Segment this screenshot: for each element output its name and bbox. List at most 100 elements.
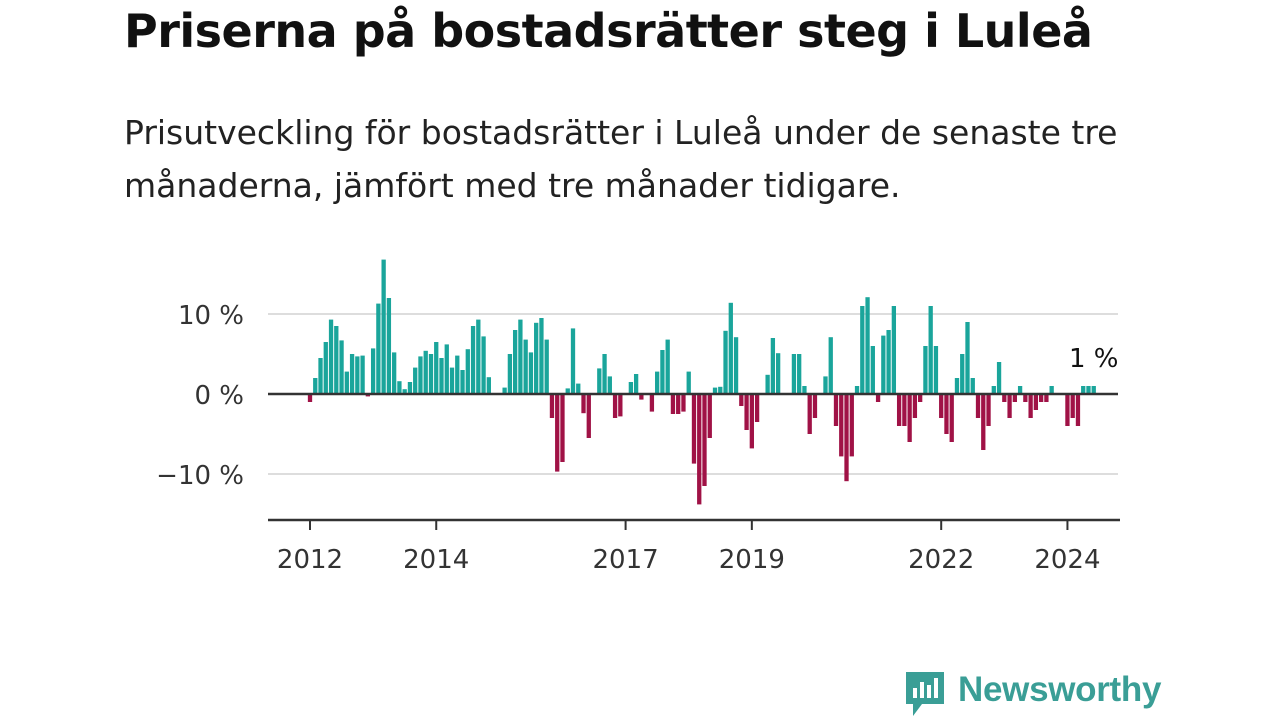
y-tick-label: −10 % — [156, 461, 244, 491]
bar — [597, 368, 602, 394]
x-tick-label: 2024 — [1034, 545, 1100, 575]
bar — [470, 326, 476, 394]
bars — [307, 259, 1096, 505]
bar — [507, 354, 513, 394]
bar — [828, 337, 833, 394]
bar — [1075, 394, 1081, 426]
x-tick-label: 2017 — [593, 545, 659, 575]
bar — [676, 394, 681, 414]
bar — [939, 394, 944, 418]
bar — [628, 382, 634, 394]
bar — [386, 298, 392, 394]
bar — [549, 394, 555, 418]
newsworthy-logo-icon — [906, 672, 944, 716]
bar — [618, 394, 623, 417]
bar — [655, 371, 660, 394]
bar — [528, 352, 534, 394]
bar — [733, 337, 739, 394]
x-tick-label: 2012 — [277, 545, 343, 575]
bar — [1023, 394, 1028, 402]
bar — [339, 340, 344, 394]
bar — [407, 382, 413, 394]
y-tick-label: 0 % — [194, 381, 244, 411]
bar — [534, 322, 539, 394]
bar — [1007, 394, 1012, 418]
bar — [449, 367, 455, 394]
bar — [607, 376, 612, 394]
bar — [891, 306, 897, 394]
grid-lines — [268, 313, 1118, 475]
bar — [665, 339, 670, 394]
bar — [1002, 394, 1007, 402]
bar — [844, 394, 849, 482]
bar — [775, 353, 781, 394]
bar — [349, 354, 355, 394]
bar — [886, 330, 891, 394]
bar — [649, 394, 655, 412]
bar — [712, 387, 718, 394]
bar — [555, 394, 560, 472]
bar — [833, 394, 839, 426]
bar — [933, 346, 939, 394]
bar — [865, 297, 870, 394]
bar — [981, 394, 986, 450]
bar — [802, 386, 807, 394]
bar — [686, 371, 691, 394]
bar — [949, 394, 954, 442]
bar — [444, 344, 449, 394]
chart-title: Priserna på bostadsrätter steg i Luleå — [124, 4, 1093, 58]
bar — [455, 355, 460, 394]
bar — [1033, 394, 1039, 410]
bar — [381, 259, 386, 394]
bar — [1028, 394, 1033, 418]
bar — [660, 350, 665, 394]
bar — [612, 394, 618, 418]
bar — [476, 319, 481, 394]
bar — [318, 358, 323, 394]
bar — [539, 318, 544, 394]
bar — [392, 352, 397, 394]
bar — [718, 386, 723, 394]
bar — [739, 394, 744, 406]
bar — [434, 342, 439, 394]
bar — [586, 394, 591, 438]
bar — [960, 354, 965, 394]
bar — [928, 306, 933, 394]
bar — [860, 306, 865, 394]
bar — [328, 319, 334, 394]
bar — [402, 389, 407, 394]
bar — [697, 394, 702, 505]
bar — [1017, 386, 1023, 394]
bar — [1091, 386, 1096, 394]
bar — [912, 394, 918, 418]
bar — [1049, 386, 1054, 394]
bar — [544, 339, 549, 394]
bar — [970, 378, 975, 394]
bar — [670, 394, 676, 414]
bar — [954, 378, 960, 394]
newsworthy-logo-text: Newsworthy — [958, 670, 1162, 709]
y-axis-labels: 10 % 0 % −10 % — [156, 301, 244, 491]
bar — [923, 346, 928, 394]
bar — [633, 374, 639, 394]
bar — [518, 319, 523, 394]
bar — [965, 322, 970, 394]
bar — [770, 338, 776, 394]
bar — [376, 303, 381, 394]
bar — [996, 362, 1002, 394]
bar — [344, 371, 349, 394]
bar — [807, 394, 812, 434]
bar — [576, 383, 581, 394]
bar — [418, 356, 423, 394]
bar — [1065, 394, 1070, 426]
bar — [512, 330, 518, 394]
bar — [439, 358, 444, 394]
bar — [486, 377, 491, 394]
bar — [360, 355, 365, 394]
bar — [681, 394, 686, 412]
bar — [1081, 386, 1086, 394]
bar — [639, 394, 644, 400]
bar — [355, 356, 360, 394]
bar — [728, 302, 733, 394]
